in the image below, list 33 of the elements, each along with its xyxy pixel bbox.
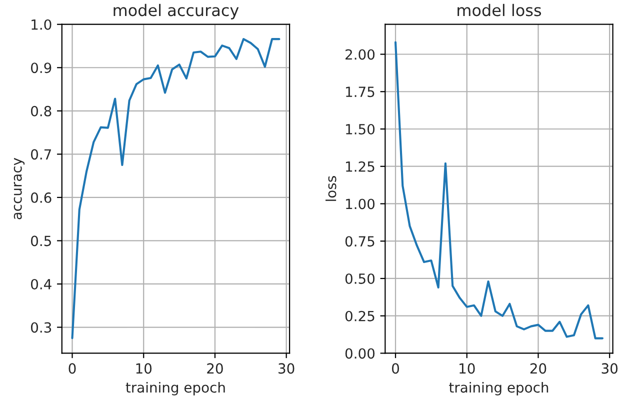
y-tick-label: 1.50 (346, 124, 375, 134)
y-axis-title: loss (326, 176, 336, 201)
y-tick-label: 1.0 (32, 19, 52, 30)
y-tick-label: 0.3 (31, 322, 52, 333)
chart-title: model loss (458, 4, 542, 16)
y-tick-label: 0.8 (31, 106, 52, 116)
y-tick-label: 0.75 (345, 236, 374, 247)
chart-title: model accuracy (114, 4, 239, 20)
y-tick-label: 0.7 (31, 149, 51, 160)
y-tick-label: 0.4 (31, 278, 52, 290)
y-tick-label: 0.50 (345, 273, 375, 284)
y-tick-label: 0.5 (31, 236, 51, 246)
y-tick-label: 1.00 (346, 198, 375, 210)
y-tick-label: 1.75 (346, 86, 374, 98)
x-tick-label: 0 (68, 363, 76, 374)
line-series (71, 38, 280, 340)
y-tick-label: 1.25 (346, 161, 374, 172)
y-tick-label: 0.9 (31, 62, 52, 74)
x-tick-label: 10 (136, 363, 152, 374)
x-axis-title: training epoch (126, 382, 225, 396)
y-axis-title: accuracy (14, 158, 25, 220)
x-tick-label: 20 (207, 363, 223, 374)
y-tick-label: 0.25 (345, 310, 374, 322)
y-tick-label: 0.00 (345, 348, 375, 359)
line-series (394, 41, 604, 340)
y-tick-label: 2.00 (346, 49, 375, 60)
y-tick-label: 0.6 (31, 192, 52, 203)
x-tick-label: 30 (278, 363, 294, 374)
x-tick-label: 20 (530, 363, 546, 374)
x-axis-title: training epoch (449, 382, 548, 396)
x-tick-label: 0 (392, 363, 400, 374)
x-tick-label: 10 (460, 363, 475, 374)
x-tick-label: 30 (602, 363, 618, 374)
